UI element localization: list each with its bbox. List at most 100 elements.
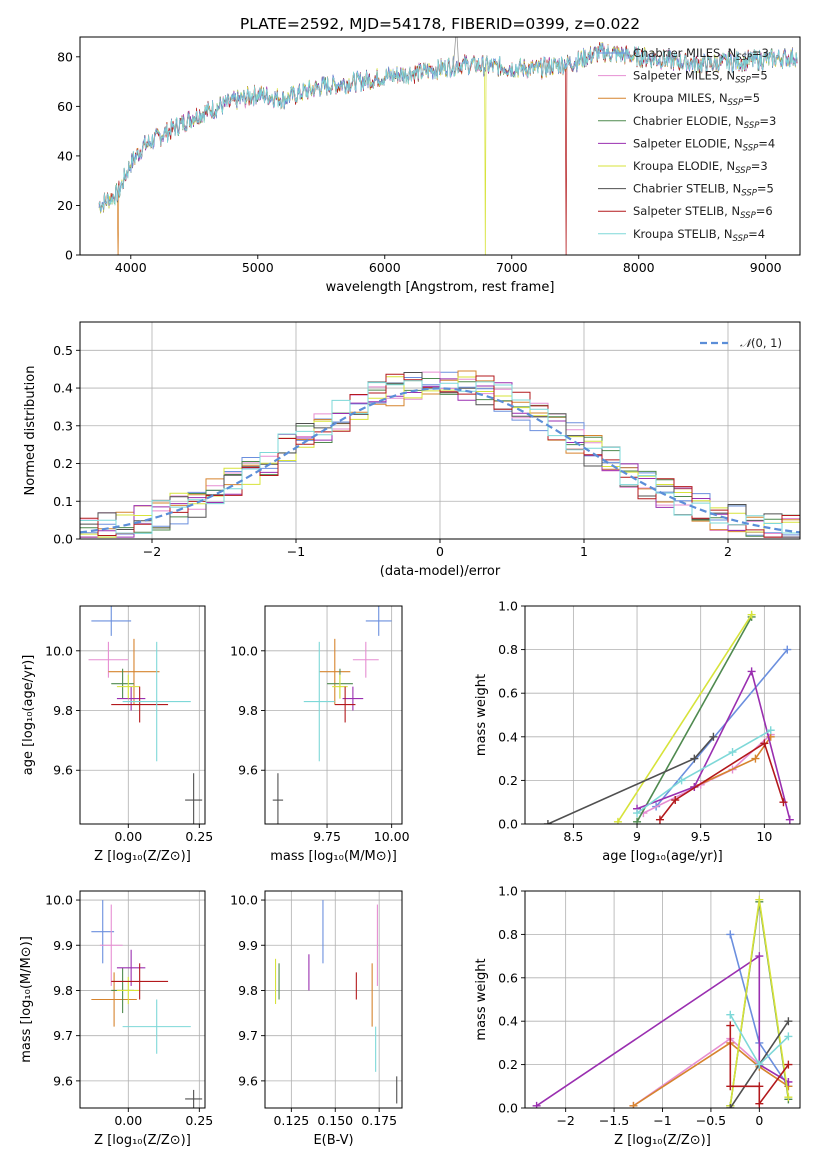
errorbar-salpeter-elodie [116, 686, 146, 711]
errorbar-salpeter-stelib [334, 686, 356, 723]
weight-marker [613, 817, 622, 824]
y-tick-label: 0.2 [53, 456, 73, 471]
x-tick-label: 8.5 [563, 829, 583, 844]
y-tick-label: 80 [57, 49, 73, 64]
weights-kroupa-stelib [726, 1010, 793, 1069]
y-tick-label: 0.2 [498, 1057, 518, 1072]
weight-marker [633, 817, 642, 824]
plot-area [98, 37, 798, 255]
x-axis-label: Z [log₁₀(Z/Z⊙)] [94, 1133, 191, 1148]
plot-area [532, 895, 793, 1108]
y-tick-label: 9.8 [53, 703, 73, 718]
legend-label: Kroupa ELODIE, NSSP=3 [633, 159, 768, 176]
weight-marker [755, 1082, 764, 1091]
errorbar-chabrier-miles [365, 606, 392, 636]
x-tick-label: 0.150 [317, 1113, 353, 1128]
errorbar-salpeter-miles [352, 641, 379, 678]
weight-marker [726, 1010, 735, 1019]
y-tick-label: 9.9 [238, 938, 258, 953]
weight-marker [532, 1101, 541, 1108]
y-tick-label: 9.7 [53, 1028, 73, 1043]
legend-label: Chabrier ELODIE, NSSP=3 [633, 114, 776, 131]
errorbar-chabrier-stelib [185, 1089, 203, 1108]
y-tick-label: 0.8 [498, 927, 518, 942]
legend-label: Chabrier MILES, NSSP=3 [633, 46, 769, 63]
x-tick-label: 8000 [623, 260, 655, 275]
y-tick-label: 9.6 [238, 763, 258, 778]
x-tick-label: −2 [556, 1113, 574, 1128]
weight-marker [726, 1021, 735, 1030]
plot-area [80, 370, 800, 538]
plot-area [274, 900, 398, 1104]
y-tick-label: 9.8 [53, 983, 73, 998]
y-tick-label: 0.1 [53, 494, 73, 509]
y-tick-label: 20 [57, 198, 73, 213]
y-tick-label: 9.7 [238, 1028, 258, 1043]
weights-salpeter-stelib [726, 1021, 793, 1108]
y-tick-label: 1.0 [498, 884, 518, 899]
x-axis-label: mass [log₁₀(M/M⊙)] [270, 849, 397, 864]
legend-label: 𝒩(0, 1) [740, 336, 782, 350]
x-tick-label: −1 [653, 1113, 671, 1128]
weight-marker [726, 930, 735, 939]
legend-label: Chabrier STELIB, NSSP=5 [633, 182, 774, 199]
x-tick-label: 4000 [115, 260, 147, 275]
errorbar-kroupa-miles [108, 638, 160, 705]
x-tick-label: 0.25 [185, 829, 213, 844]
x-axis-label: Z [log₁₀(Z/Z⊙)] [614, 1133, 711, 1148]
weight-marker [784, 1017, 793, 1026]
x-tick-label: 2 [724, 544, 732, 559]
y-tick-label: 10.0 [230, 643, 258, 658]
axes-frame [79, 605, 206, 825]
x-tick-label: 1 [580, 544, 588, 559]
weights-kroupa-elodie [613, 610, 756, 824]
panel-8: −2 −1.5 −1 −0.5 0 0.0 0.2 0.4 0.6 0.8 1.0 Z [log₁₀(… [474, 884, 801, 1148]
panel-2: −2 −1 0 1 2 0.0 0.1 0.2 0.3 0.4 0.5 (data-model)/er… [23, 321, 801, 579]
errorbar-kroupa-miles [91, 972, 137, 1027]
weight-marker [633, 809, 642, 818]
weights-salpeter-elodie [532, 952, 793, 1108]
weight-marker [728, 748, 737, 757]
emission-line [452, 37, 460, 72]
weight-marker [671, 796, 680, 805]
legend: Chabrier MILES, NSSP=3 Salpeter MILES, NS… [598, 46, 776, 244]
weight-marker [726, 1082, 735, 1091]
x-tick-label: 0.175 [361, 1113, 397, 1128]
weight-marker [629, 1101, 638, 1108]
weight-marker [677, 776, 686, 785]
legend-label: Kroupa STELIB, NSSP=4 [633, 227, 765, 244]
x-tick-label: 5000 [242, 260, 274, 275]
x-tick-label: 9 [633, 829, 641, 844]
errorbar-kroupa-stelib [122, 999, 191, 1054]
weight-marker [751, 754, 760, 763]
weights-chabrier-elodie [633, 612, 756, 824]
panel-4: 9.75 10.00 9.6 9.8 10.0 mass [log₁₀(M/M⊙)] [230, 605, 410, 864]
y-tick-label: 9.6 [53, 763, 73, 778]
weight-marker [755, 1099, 764, 1108]
x-tick-label: 10 [756, 829, 772, 844]
errorbar-kroupa-elodie [116, 674, 140, 699]
weight-line [633, 1041, 789, 1107]
weight-marker [655, 815, 664, 824]
weight-line [659, 742, 785, 821]
weight-marker [784, 1060, 793, 1069]
chart-title: PLATE=2592, MJD=54178, FIBERID=0399, z=0… [240, 15, 640, 33]
weight-marker [755, 952, 764, 961]
weight-marker [760, 739, 769, 748]
x-axis-label: E(B-V) [313, 1133, 353, 1148]
y-tick-label: 0.6 [498, 970, 518, 985]
weight-marker [755, 1060, 764, 1069]
weight-marker [784, 1093, 793, 1102]
histogram-kroupa-stelib [80, 380, 800, 534]
weight-marker [785, 815, 794, 824]
weight-marker [543, 820, 552, 824]
y-axis-label: mass weight [474, 674, 489, 756]
panel-5: 8.5 9 9.5 10 0.0 0.2 0.4 0.6 0.8 1.0 age [log₁₀(ag… [474, 599, 801, 864]
y-tick-label: 10.0 [230, 893, 258, 908]
legend-label: Salpeter STELIB, NSSP=6 [633, 204, 773, 221]
y-axis-label: mass weight [474, 958, 489, 1040]
y-tick-label: 0.4 [498, 729, 518, 744]
x-tick-label: −2 [143, 544, 161, 559]
weight-marker [755, 895, 764, 904]
errorbar-salpeter-elodie [116, 949, 146, 986]
